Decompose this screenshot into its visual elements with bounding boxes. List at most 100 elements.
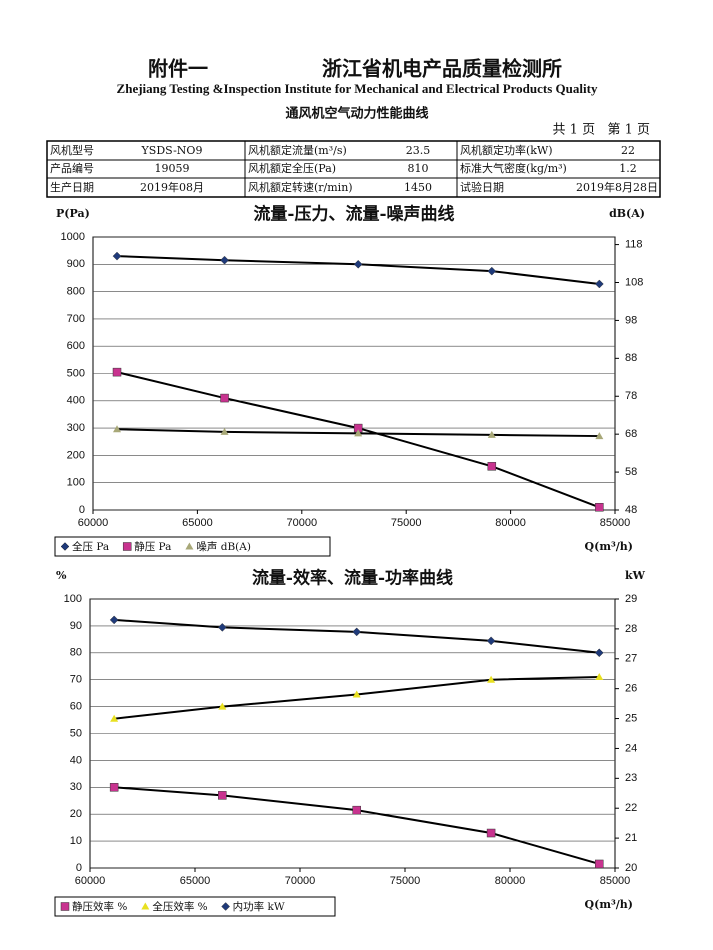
y-tick-label: 40 [70,754,82,766]
table-cell: YSDS-NO9 [141,144,203,157]
data-point [487,430,496,438]
institute-en: Zhejiang Testing &Inspection Institute f… [117,81,598,96]
legend-label: 内功率 kW [233,900,285,913]
x-tick-label: 70000 [285,875,316,887]
y-tick-label: 900 [67,258,85,270]
y2-tick-label: 118 [625,238,643,250]
y-tick-label: 10 [70,835,82,847]
y2-tick-label: 27 [625,653,637,665]
x-tick-label: 60000 [75,875,106,887]
legend-marker [221,902,231,911]
y-tick-label: 60 [70,701,82,713]
data-point [112,251,122,261]
data-point [595,673,604,681]
y-tick-label: 90 [70,620,82,632]
y-axis-label: % [56,569,67,582]
data-point [595,859,604,869]
y2-tick-label: 21 [625,832,637,844]
y2-tick-label: 29 [625,593,637,605]
y2-tick-label: 48 [625,504,637,516]
y-tick-label: 0 [76,862,82,874]
table-cell: 19059 [155,162,190,175]
y-tick-label: 700 [67,313,85,325]
table-cell: 1.2 [619,162,637,175]
table-cell: 23.5 [406,144,431,157]
y-tick-label: 80 [70,647,82,659]
y-tick-label: 400 [67,395,85,407]
y2-tick-label: 24 [625,742,637,754]
table-cell: 风机额定全压(Pa) [248,161,336,175]
x-tick-label: 60000 [78,517,109,529]
page-count: 共 1 页 第 1 页 [553,123,650,138]
data-point [352,627,362,637]
doc-title: 通风机空气动力性能曲线 [285,106,428,122]
y-tick-label: 300 [67,422,85,434]
data-point [220,427,229,435]
y2-tick-label: 25 [625,712,637,724]
data-point [487,675,496,683]
table-cell: 2019年08月 [140,180,204,194]
y-tick-label: 600 [67,340,85,352]
data-point [487,462,497,471]
data-point [354,429,363,437]
x-tick-label: 65000 [182,517,213,529]
institute-cn: 浙江省机电产品质量检测所 [322,57,562,81]
legend-marker [60,542,70,551]
data-point [352,690,361,698]
y2-tick-label: 98 [625,314,637,326]
y-axis-label: P(Pa) [56,207,90,220]
legend-marker [185,542,194,550]
y2-tick-label: 28 [625,623,637,635]
y2-tick-label: 26 [625,683,637,695]
data-point [220,255,229,265]
y-tick-label: 100 [67,477,85,489]
y-tick-label: 100 [64,593,82,605]
y2-axis-label: dB(A) [609,207,645,220]
x-axis-label: Q(m³/h) [585,540,633,553]
legend-label: 静压 Pa [134,540,171,553]
legend-label: 静压效率 % [72,900,127,913]
legend-box [54,536,331,557]
data-point [594,279,604,289]
y-tick-label: 20 [70,808,82,820]
table-cell: 810 [408,162,429,175]
data-point [353,259,363,269]
table-border [46,140,661,198]
y2-tick-label: 108 [625,276,643,288]
data-point [109,783,119,792]
legend-marker [141,902,150,910]
table-cell: 22 [621,144,635,157]
table-cell: 风机型号 [50,143,94,157]
data-point [595,432,604,440]
x-tick-label: 70000 [287,517,318,529]
y2-tick-label: 23 [625,772,637,784]
legend-marker [122,542,132,551]
y2-tick-label: 88 [625,352,637,364]
table-cell: 1450 [404,181,432,194]
x-tick-label: 75000 [391,517,422,529]
annex: 附件一 [148,57,208,81]
y2-tick-label: 78 [625,390,637,402]
legend-label: 全压 Pa [72,540,109,553]
table-cell: 风机额定流量(m³/s) [248,143,347,157]
data-point [218,791,227,800]
y-tick-label: 50 [70,727,82,739]
table-cell: 风机额定功率(kW) [460,143,553,157]
legend-marker [60,902,70,911]
table-cell: 生产日期 [50,180,94,194]
data-point [109,615,119,625]
legend-label: 噪声 dB(A) [196,540,251,553]
x-tick-label: 85000 [600,517,631,529]
table-cell: 产品编号 [50,161,94,175]
data-point [220,393,229,403]
y-tick-label: 30 [70,781,82,793]
y2-axis-label: kW [625,569,646,582]
table-cell: 风机额定转速(r/min) [248,180,353,194]
legend-label: 全压效率 % [152,900,207,913]
table-cell: 试验日期 [460,180,504,194]
x-axis-label: Q(m³/h) [585,898,633,911]
y-tick-label: 200 [67,449,85,461]
